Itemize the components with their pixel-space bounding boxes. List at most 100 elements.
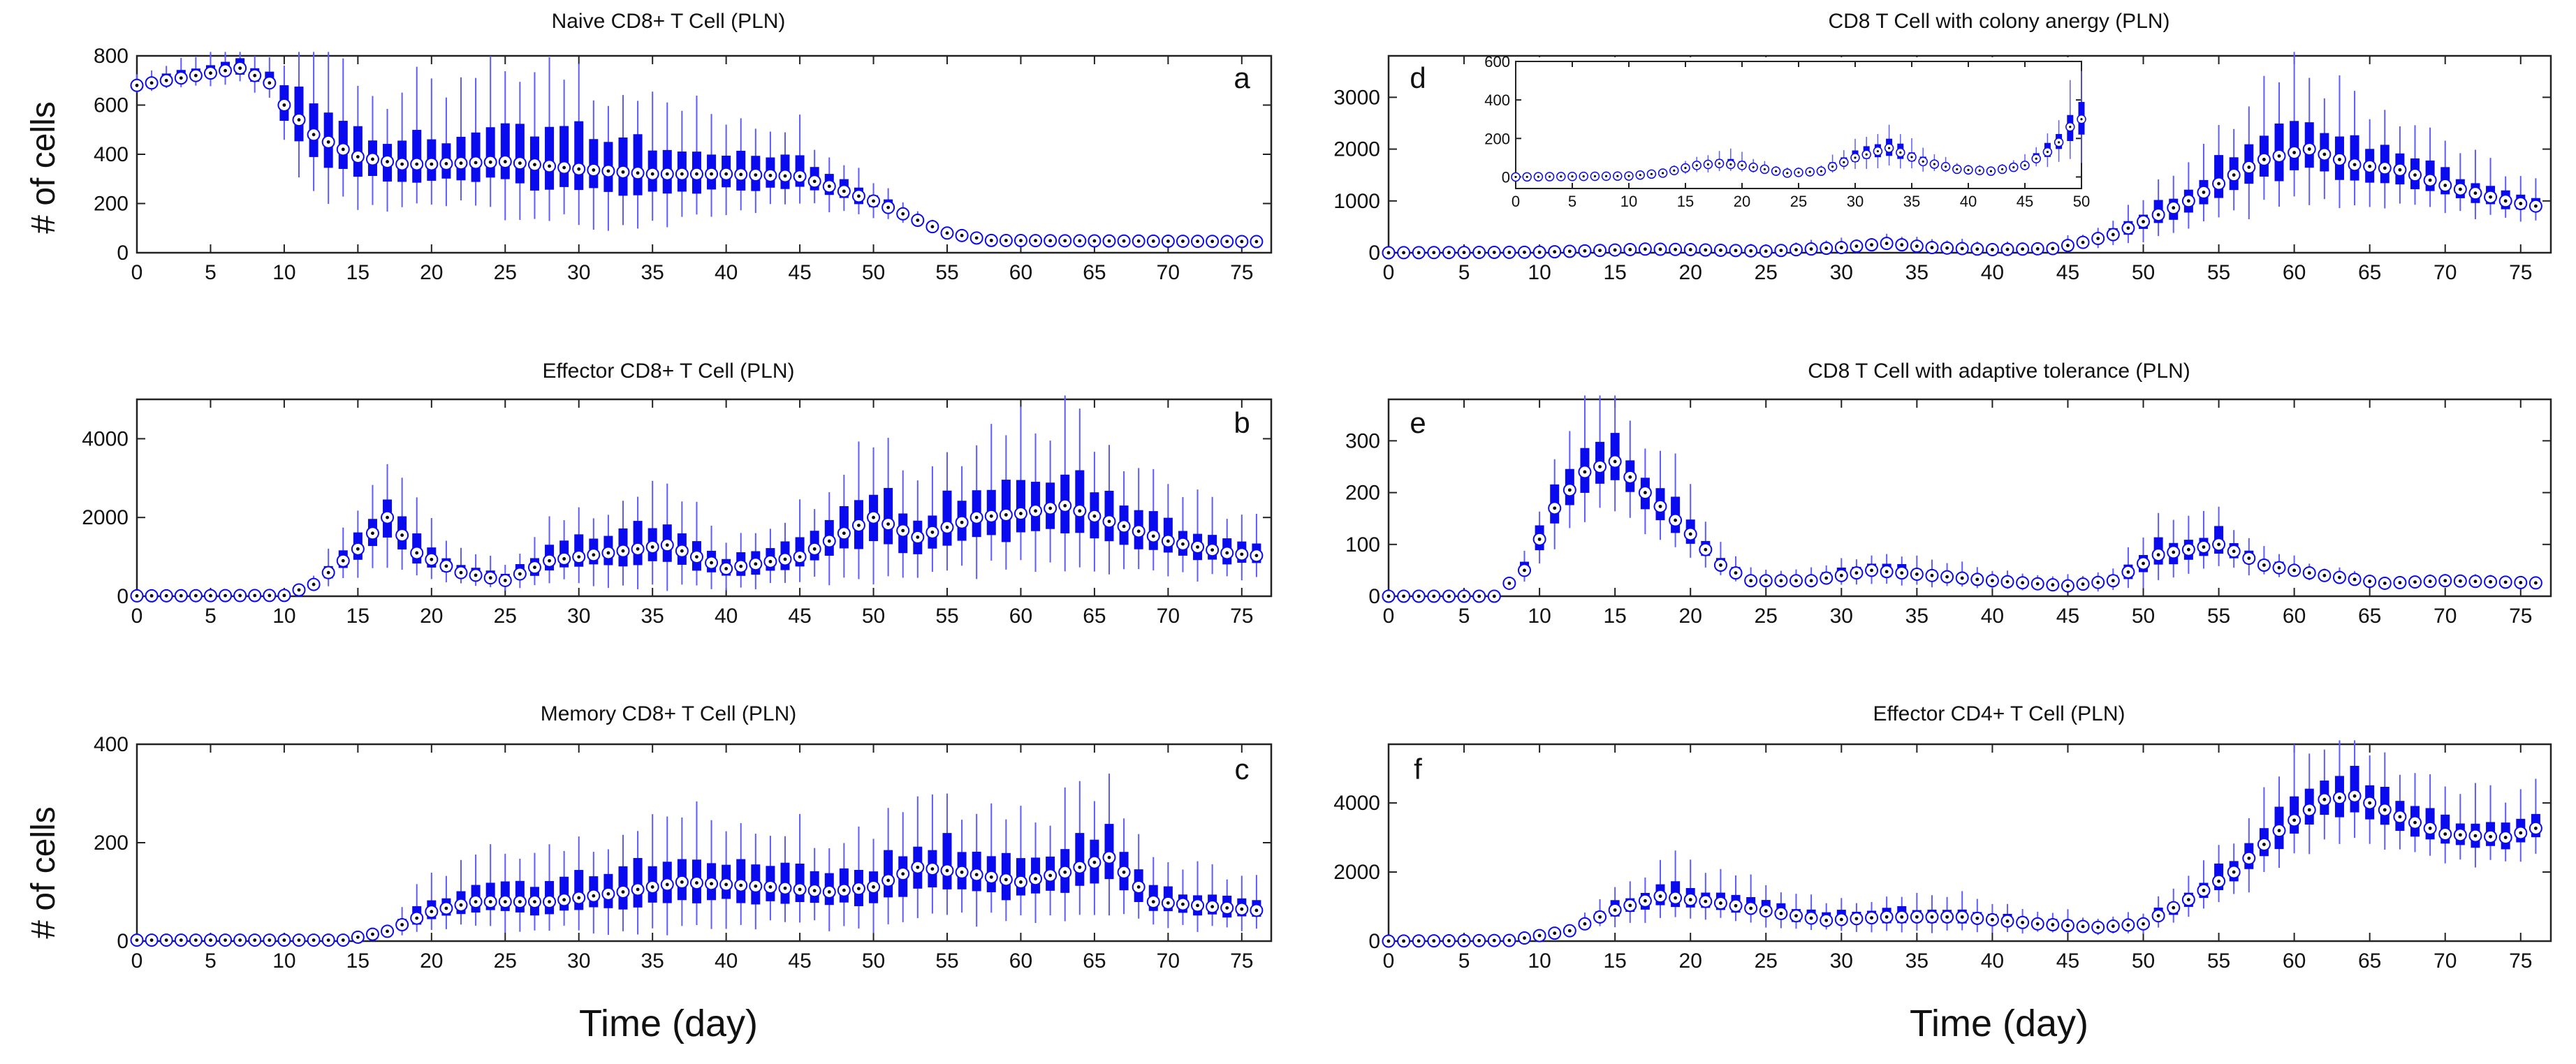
median-dot (1181, 902, 1185, 906)
median-dot (1794, 914, 1798, 918)
median-dot (1462, 938, 1466, 943)
median-dot (857, 524, 861, 527)
median-dot (2186, 199, 2190, 203)
median-dot (1492, 594, 1496, 598)
x-tick-label: 20 (420, 605, 443, 628)
panel-title: CD8 T Cell with colony anergy (PLN) (1828, 10, 2169, 33)
median-dot (312, 133, 316, 137)
plot-frame (1387, 398, 2552, 598)
median-dot (1514, 175, 1517, 179)
plot-frame (1387, 743, 2552, 943)
median-dot (2035, 582, 2040, 586)
median-dot (665, 172, 669, 176)
median-dot (1734, 571, 1738, 575)
median-dot (2398, 815, 2402, 819)
median-dot (724, 882, 729, 887)
median-dot (1704, 248, 1708, 252)
plot-frame (136, 398, 1273, 598)
median-dot (1854, 571, 1859, 575)
median-dot (636, 547, 640, 551)
median-dot (2489, 834, 2492, 838)
median-dot (2012, 166, 2015, 169)
y-tick-label: 4000 (82, 427, 129, 450)
y-tick-label: 400 (94, 733, 129, 756)
median-dot (1915, 915, 1919, 919)
median-dot (1876, 150, 1879, 153)
median-dot (2186, 898, 2190, 902)
median-dot (179, 593, 183, 598)
median-dot (149, 938, 154, 942)
x-tick-label: 25 (494, 950, 517, 973)
median-dot (1945, 246, 1949, 250)
median-dot (1063, 870, 1067, 874)
median-dot (754, 173, 758, 177)
median-dot (297, 588, 301, 592)
x-tick-label: 5 (205, 261, 217, 284)
panel-f-effector-cd4: 0 5 10 15 20 25 30 35 40 45 50 55 60 65 70 75 0 2000 4000 E… (1333, 702, 2552, 973)
median-dot (2338, 158, 2341, 161)
median-dot (1658, 504, 1662, 508)
median-dot (650, 885, 654, 889)
median-dot (312, 938, 316, 942)
median-dot (798, 887, 802, 892)
median-dot (783, 886, 787, 890)
median-dot (1166, 901, 1170, 905)
median-dot (1794, 248, 1798, 252)
y-tick-label: 400 (1484, 91, 1510, 109)
median-dot (179, 938, 183, 942)
median-dot (1729, 163, 1732, 166)
median-dot (1553, 506, 1557, 510)
median-dot (1719, 901, 1722, 905)
x-tick-label: 15 (1603, 261, 1626, 284)
x-tick-label: 10 (272, 261, 295, 284)
median-dot (2126, 570, 2130, 574)
median-dot (1537, 175, 1539, 178)
median-dot (1225, 551, 1229, 555)
median-dot (1741, 164, 1743, 167)
box (574, 121, 584, 191)
median-dot (1991, 917, 1994, 922)
panel-letter: c (1235, 753, 1250, 785)
x-tick-label: 35 (1903, 193, 1920, 210)
median-dot (974, 236, 979, 240)
median-dot (1605, 175, 1608, 177)
median-dot (1240, 552, 1244, 556)
median-dot (2081, 582, 2085, 586)
x-tick-label: 45 (2056, 261, 2079, 284)
median-dot (2489, 579, 2492, 584)
median-dot (2156, 213, 2160, 216)
plot-frame (1387, 54, 2552, 254)
x-tick-label: 0 (1512, 193, 1520, 210)
median-dot (960, 233, 964, 237)
median-dot (960, 520, 964, 524)
median-dot (268, 81, 272, 85)
median-dot (1048, 873, 1053, 878)
median-dot (533, 900, 536, 903)
median-dot (1719, 563, 1722, 567)
median-dot (386, 929, 389, 933)
median-dot (2428, 579, 2432, 584)
x-tick-label: 65 (2358, 261, 2381, 284)
panel-a-naive-cd8: 0 5 10 15 20 25 30 35 40 45 50 55 60 65 70 75 0 200 400 600… (94, 10, 1273, 284)
median-dot (2338, 796, 2341, 800)
median-dot (415, 551, 419, 555)
median-dot (754, 562, 758, 566)
median-dot (872, 885, 875, 889)
median-dot (193, 593, 198, 598)
median-dot (916, 535, 920, 539)
median-dot (974, 873, 979, 877)
median-dot (1402, 251, 1406, 255)
median-dot (1870, 568, 1873, 572)
median-dot (1210, 905, 1215, 909)
x-tick-label: 55 (935, 261, 958, 284)
x-tick-label: 20 (1679, 261, 1702, 284)
median-dot (1930, 915, 1934, 919)
median-dot (415, 916, 419, 920)
y-tick-label: 2000 (82, 506, 129, 529)
median-dot (488, 576, 492, 580)
median-dot (695, 881, 698, 885)
x-tick-label: 45 (788, 261, 811, 284)
x-tick-label: 60 (1009, 950, 1032, 973)
median-dot (459, 903, 463, 907)
